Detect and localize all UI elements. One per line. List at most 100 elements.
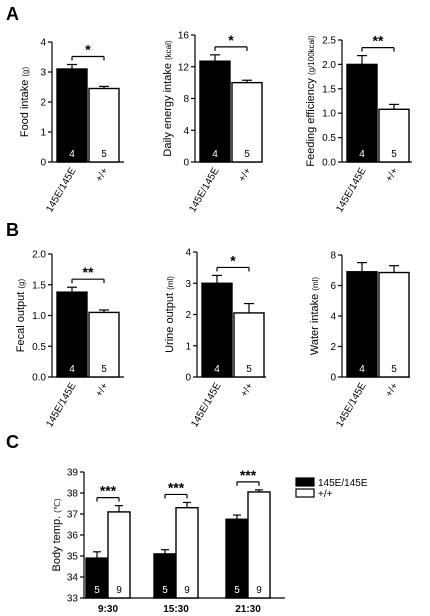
y-tick-label: 1: [40, 128, 46, 139]
sample-size-label: 5: [391, 364, 397, 375]
category-label: 145E/145E: [44, 166, 78, 215]
y-tick-label: 36: [67, 531, 79, 542]
y-axis-unit: (g): [17, 278, 26, 288]
y-tick-label: 2.5: [322, 36, 336, 47]
legend-label: +/+: [318, 489, 333, 500]
sample-size-label: 5: [94, 585, 100, 596]
significance-marker: *: [230, 252, 236, 268]
sample-size-label: 5: [162, 585, 168, 596]
y-axis-label: Fecal output (g): [15, 278, 27, 352]
y-axis-unit: (ml): [311, 277, 320, 291]
y-tick-label: 2: [40, 98, 46, 109]
category-label: +/+: [94, 381, 111, 399]
significance-marker: *: [228, 32, 234, 48]
y-axis-label: Food intake (g): [19, 67, 31, 138]
bar-wt: [175, 507, 199, 599]
sample-size-label: 4: [359, 149, 365, 160]
chart-6: 0 2 4 6 8 Water intake (ml) 4 145E/145E 5 +/+: [309, 251, 410, 430]
bar-145e: [199, 60, 231, 163]
significance-marker: **: [373, 33, 384, 49]
y-axis-label: Urine output (ml): [164, 276, 176, 353]
y-tick-label: 3: [185, 279, 191, 290]
bar-wt: [233, 312, 265, 378]
y-tick-label: 0.0: [32, 373, 46, 384]
y-tick-label: 0: [40, 158, 46, 169]
y-tick-label: 0.0: [322, 158, 336, 169]
y-tick-label: 33: [67, 594, 79, 605]
bar-wt: [88, 311, 120, 378]
bar-wt: [378, 271, 410, 378]
bar-wt: [231, 81, 263, 163]
significance-marker: *: [85, 42, 91, 58]
category-label: +/+: [239, 381, 256, 399]
sample-size-label: 4: [359, 364, 365, 375]
bar-145e: [56, 68, 88, 163]
bar-wt: [107, 511, 131, 599]
bar-wt: [88, 87, 120, 163]
category-label: 145E/145E: [187, 166, 221, 215]
legend-label: 145E/145E: [318, 478, 368, 489]
y-axis-unit: (ml): [166, 276, 175, 290]
category-label: 15:30: [163, 604, 189, 615]
bar-wt: [247, 491, 271, 599]
bar-wt: [378, 108, 410, 163]
y-tick-label: 2.0: [322, 60, 336, 71]
y-tick-label: 4: [330, 312, 336, 323]
y-axis-unit: (g): [21, 67, 30, 77]
legend-swatch: [295, 477, 315, 487]
y-tick-label: 2.0: [32, 250, 46, 261]
y-tick-label: 6: [330, 281, 336, 292]
legend-swatch: [295, 488, 315, 498]
bar-145e: [56, 291, 88, 378]
category-label: +/+: [384, 166, 401, 184]
chart-4: 0.0 0.5 1.0 1.5 2.0 Fecal output (g) 4 145E/145…: [15, 250, 124, 430]
y-tick-label: 0: [183, 158, 189, 169]
panel-letter-a: A: [6, 4, 19, 24]
significance-marker: **: [83, 264, 94, 280]
sample-size-label: 5: [101, 149, 107, 160]
sample-size-label: 9: [256, 585, 262, 596]
y-tick-label: 8: [183, 94, 189, 105]
category-label: 145E/145E: [189, 381, 223, 430]
category-label: +/+: [384, 381, 401, 399]
y-tick-label: 8: [330, 251, 336, 262]
bar-145e: [346, 63, 378, 163]
y-tick-label: 1.5: [322, 84, 336, 95]
category-label: 145E/145E: [334, 381, 368, 430]
y-tick-label: 0.5: [322, 133, 336, 144]
y-axis-label: Water intake (ml): [309, 277, 321, 356]
chart-3: 0.0 0.5 1.0 1.5 2.0 2.5 Feeding efficiency (g/…: [305, 33, 412, 215]
sample-size-label: 4: [212, 149, 218, 160]
sample-size-label: 9: [184, 585, 190, 596]
y-tick-label: 35: [67, 552, 79, 563]
category-label: 145E/145E: [44, 381, 78, 430]
sample-size-label: 5: [234, 585, 240, 596]
y-tick-label: 1.0: [322, 109, 336, 120]
y-axis-label: Daily energy intake (kcal): [162, 40, 174, 157]
y-tick-label: 2: [185, 310, 191, 321]
category-label: +/+: [237, 166, 254, 184]
y-tick-label: 0: [330, 373, 336, 384]
sample-size-label: 9: [116, 585, 122, 596]
y-tick-label: 4: [183, 126, 189, 137]
category-label: 145E/145E: [334, 166, 368, 215]
chart-7: 33 34 35 36 37 38 39 Body temp. (℃) 5 9 *** 9:30 5 9 *…: [51, 467, 368, 615]
y-axis-unit: (℃): [53, 498, 62, 513]
sample-size-label: 5: [244, 149, 250, 160]
sample-size-label: 4: [69, 364, 75, 375]
chart-5: 0 1 2 3 4 Urine output (ml) 4 145E/145E 5 +/+ *: [164, 248, 266, 430]
y-axis-unit: (kcal): [164, 40, 173, 60]
y-axis-unit: (g/100kcal): [307, 35, 316, 75]
significance-marker: ***: [168, 479, 185, 495]
category-label: 9:30: [98, 604, 118, 615]
panel-letter-b: B: [6, 220, 19, 240]
y-axis-label: Feeding efficiency (g/100kcal): [305, 35, 317, 166]
y-tick-label: 38: [67, 489, 79, 500]
y-tick-label: 37: [67, 510, 79, 521]
chart-2: 0 4 8 12 16 Daily energy intake (kcal) 4 145E/1…: [162, 31, 263, 215]
sample-size-label: 5: [101, 364, 107, 375]
y-tick-label: 2: [330, 342, 336, 353]
bar-145e: [346, 271, 378, 378]
y-tick-label: 39: [67, 468, 79, 479]
